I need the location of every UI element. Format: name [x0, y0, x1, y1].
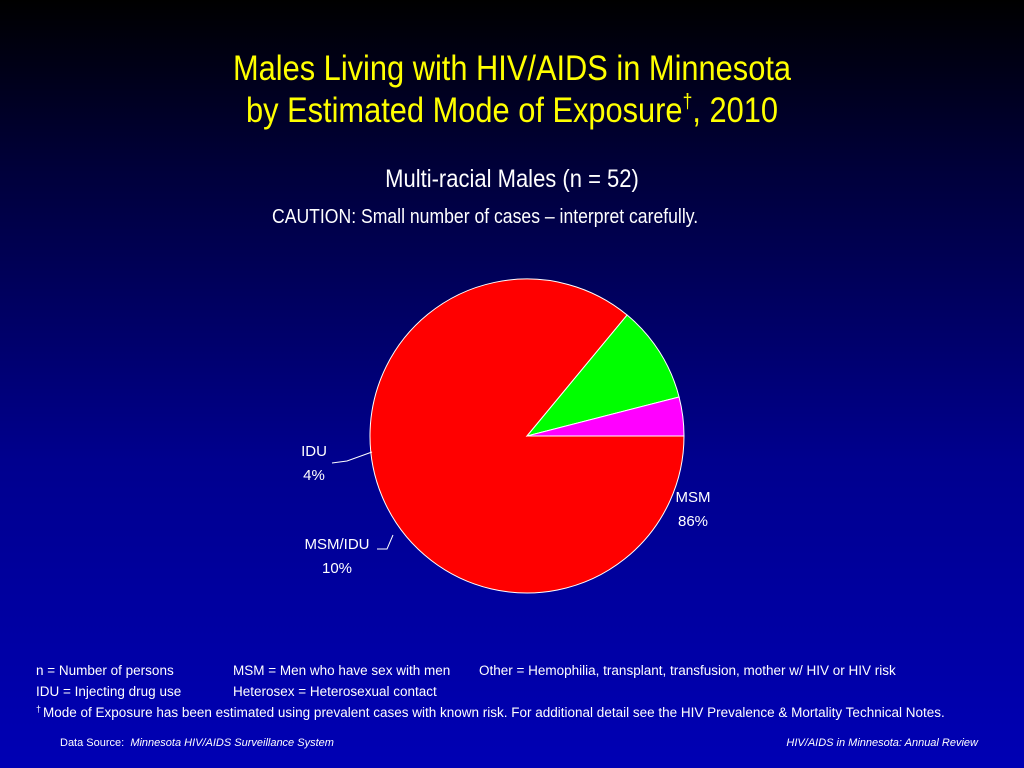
- legend-heterosex-definition: Heterosex = Heterosexual contact: [233, 684, 437, 699]
- title-dagger: †: [682, 91, 693, 113]
- slice-value-label-msm-idu: 10%: [322, 560, 352, 577]
- slide-title: Males Living with HIV/AIDS in Minnesota …: [61, 48, 962, 132]
- title-line-2: by Estimated Mode of Exposure†, 2010: [61, 90, 962, 132]
- slice-label-msm: MSM: [676, 489, 711, 506]
- report-series-name: HIV/AIDS in Minnesota: Annual Review: [786, 737, 978, 749]
- title-line-1: Males Living with HIV/AIDS in Minnesota: [232, 49, 792, 88]
- leader-line-msm-idu: [377, 534, 394, 550]
- caution-note: CAUTION: Small number of cases – interpr…: [272, 206, 699, 228]
- legend-other-definition: Other = Hemophilia, transplant, transfus…: [479, 663, 896, 678]
- legend-idu-definition: IDU = Injecting drug use: [36, 684, 182, 699]
- slice-value-label-msm: 86%: [678, 513, 708, 530]
- data-source: Data Source: Minnesota HIV/AIDS Surveill…: [60, 737, 334, 749]
- legend-block: n = Number of persons MSM = Men who have…: [36, 660, 945, 723]
- footnote-dagger: †: [36, 704, 42, 714]
- data-source-name: Minnesota HIV/AIDS Surveillance System: [130, 737, 334, 749]
- footnote-text: Mode of Exposure has been estimated usin…: [43, 705, 945, 720]
- legend-n-definition: n = Number of persons: [36, 663, 174, 678]
- slice-label-msm-idu: MSM/IDU: [305, 536, 370, 553]
- title-year: , 2010: [692, 91, 778, 130]
- slice-value-label-idu: 4%: [303, 467, 325, 484]
- title-line-2-text: by Estimated Mode of Exposure: [246, 91, 683, 130]
- chart-subtitle: Multi-racial Males (n = 52): [385, 165, 639, 193]
- legend-msm-definition: MSM = Men who have sex with men: [233, 663, 451, 678]
- leader-line-idu: [331, 451, 373, 464]
- pie-slice-msm-idu: [525, 314, 680, 437]
- footnote: † Mode of Exposure has been estimated usi…: [36, 702, 945, 723]
- pie-slice-idu: [526, 396, 685, 437]
- slice-label-idu: IDU: [301, 443, 327, 460]
- legend-row-2: IDU = Injecting drug use Heterosex = Het…: [36, 681, 945, 702]
- legend-row-1: n = Number of persons MSM = Men who have…: [36, 660, 945, 681]
- data-source-label: Data Source:: [60, 737, 125, 749]
- pie-chart: MSM 86% MSM/IDU 10% IDU 4%: [301, 279, 711, 593]
